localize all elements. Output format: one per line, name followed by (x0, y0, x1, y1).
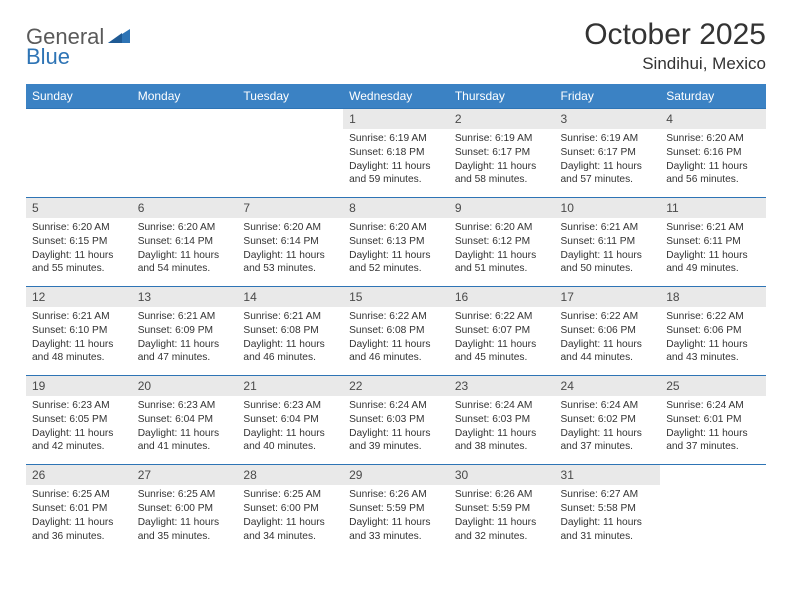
day-number-cell: 3 (555, 109, 661, 130)
day-number-cell: 17 (555, 287, 661, 308)
logo-text-2: Blue (26, 44, 70, 69)
day-number-cell: 2 (449, 109, 555, 130)
logo-triangle-icon (108, 27, 130, 48)
day-number-cell: 8 (343, 198, 449, 219)
day-body-row: Sunrise: 6:23 AMSunset: 6:05 PMDaylight:… (26, 396, 766, 465)
day-body-cell: Sunrise: 6:21 AMSunset: 6:10 PMDaylight:… (26, 307, 132, 376)
day-body-cell: Sunrise: 6:20 AMSunset: 6:14 PMDaylight:… (237, 218, 343, 287)
day-body-row: Sunrise: 6:25 AMSunset: 6:01 PMDaylight:… (26, 485, 766, 553)
day-body-cell (660, 485, 766, 553)
day-body-cell: Sunrise: 6:21 AMSunset: 6:08 PMDaylight:… (237, 307, 343, 376)
day-number-cell: 5 (26, 198, 132, 219)
day-number-row: 567891011 (26, 198, 766, 219)
day-body-cell: Sunrise: 6:23 AMSunset: 6:04 PMDaylight:… (132, 396, 238, 465)
day-header-cell: Friday (555, 84, 661, 109)
day-number-cell: 21 (237, 376, 343, 397)
day-number-cell: 10 (555, 198, 661, 219)
day-header-cell: Monday (132, 84, 238, 109)
day-body-row: Sunrise: 6:21 AMSunset: 6:10 PMDaylight:… (26, 307, 766, 376)
header: General October 2025 Sindihui, Mexico (26, 18, 766, 74)
day-body-cell: Sunrise: 6:22 AMSunset: 6:08 PMDaylight:… (343, 307, 449, 376)
day-number-cell: 22 (343, 376, 449, 397)
day-body-cell: Sunrise: 6:24 AMSunset: 6:03 PMDaylight:… (343, 396, 449, 465)
day-number-cell: 6 (132, 198, 238, 219)
day-header-cell: Thursday (449, 84, 555, 109)
day-body-cell: Sunrise: 6:27 AMSunset: 5:58 PMDaylight:… (555, 485, 661, 553)
day-body-cell: Sunrise: 6:22 AMSunset: 6:06 PMDaylight:… (660, 307, 766, 376)
day-body-cell (132, 129, 238, 198)
day-body-cell: Sunrise: 6:21 AMSunset: 6:09 PMDaylight:… (132, 307, 238, 376)
day-number-cell: 27 (132, 465, 238, 486)
day-body-cell: Sunrise: 6:21 AMSunset: 6:11 PMDaylight:… (660, 218, 766, 287)
calendar-table: SundayMondayTuesdayWednesdayThursdayFrid… (26, 84, 766, 553)
day-number-cell (660, 465, 766, 486)
day-number-cell: 12 (26, 287, 132, 308)
day-body-cell: Sunrise: 6:23 AMSunset: 6:04 PMDaylight:… (237, 396, 343, 465)
day-body-cell: Sunrise: 6:25 AMSunset: 6:00 PMDaylight:… (237, 485, 343, 553)
day-number-cell: 7 (237, 198, 343, 219)
day-number-cell (26, 109, 132, 130)
day-number-cell: 11 (660, 198, 766, 219)
day-number-cell: 20 (132, 376, 238, 397)
day-number-cell: 24 (555, 376, 661, 397)
day-header-cell: Saturday (660, 84, 766, 109)
day-body-cell: Sunrise: 6:25 AMSunset: 6:01 PMDaylight:… (26, 485, 132, 553)
day-number-row: 19202122232425 (26, 376, 766, 397)
day-number-cell (132, 109, 238, 130)
day-number-cell: 15 (343, 287, 449, 308)
day-number-cell: 13 (132, 287, 238, 308)
day-number-cell: 1 (343, 109, 449, 130)
day-number-cell: 9 (449, 198, 555, 219)
day-body-cell: Sunrise: 6:19 AMSunset: 6:18 PMDaylight:… (343, 129, 449, 198)
day-body-cell: Sunrise: 6:20 AMSunset: 6:12 PMDaylight:… (449, 218, 555, 287)
day-number-cell: 31 (555, 465, 661, 486)
day-body-cell (237, 129, 343, 198)
day-body-row: Sunrise: 6:19 AMSunset: 6:18 PMDaylight:… (26, 129, 766, 198)
day-body-cell: Sunrise: 6:25 AMSunset: 6:00 PMDaylight:… (132, 485, 238, 553)
day-body-cell: Sunrise: 6:24 AMSunset: 6:03 PMDaylight:… (449, 396, 555, 465)
title-block: October 2025 Sindihui, Mexico (584, 18, 766, 74)
day-body-cell: Sunrise: 6:19 AMSunset: 6:17 PMDaylight:… (555, 129, 661, 198)
month-title: October 2025 (584, 18, 766, 52)
calendar-page: General October 2025 Sindihui, Mexico Bl… (0, 0, 792, 553)
day-body-cell: Sunrise: 6:19 AMSunset: 6:17 PMDaylight:… (449, 129, 555, 198)
day-body-cell: Sunrise: 6:20 AMSunset: 6:14 PMDaylight:… (132, 218, 238, 287)
day-number-cell: 4 (660, 109, 766, 130)
day-number-cell: 30 (449, 465, 555, 486)
day-body-cell: Sunrise: 6:20 AMSunset: 6:15 PMDaylight:… (26, 218, 132, 287)
day-body-cell: Sunrise: 6:22 AMSunset: 6:07 PMDaylight:… (449, 307, 555, 376)
day-body-row: Sunrise: 6:20 AMSunset: 6:15 PMDaylight:… (26, 218, 766, 287)
day-number-row: 262728293031 (26, 465, 766, 486)
day-number-cell: 14 (237, 287, 343, 308)
day-number-cell: 25 (660, 376, 766, 397)
day-body-cell: Sunrise: 6:22 AMSunset: 6:06 PMDaylight:… (555, 307, 661, 376)
day-number-cell: 18 (660, 287, 766, 308)
day-number-cell (237, 109, 343, 130)
day-body-cell (26, 129, 132, 198)
day-header-row: SundayMondayTuesdayWednesdayThursdayFrid… (26, 84, 766, 109)
day-body-cell: Sunrise: 6:21 AMSunset: 6:11 PMDaylight:… (555, 218, 661, 287)
day-number-cell: 23 (449, 376, 555, 397)
day-number-cell: 29 (343, 465, 449, 486)
day-body-cell: Sunrise: 6:23 AMSunset: 6:05 PMDaylight:… (26, 396, 132, 465)
day-number-cell: 26 (26, 465, 132, 486)
logo-blue-wrap: Blue (26, 44, 70, 70)
day-number-cell: 16 (449, 287, 555, 308)
day-body-cell: Sunrise: 6:26 AMSunset: 5:59 PMDaylight:… (343, 485, 449, 553)
day-body-cell: Sunrise: 6:26 AMSunset: 5:59 PMDaylight:… (449, 485, 555, 553)
day-body-cell: Sunrise: 6:24 AMSunset: 6:02 PMDaylight:… (555, 396, 661, 465)
day-body-cell: Sunrise: 6:20 AMSunset: 6:16 PMDaylight:… (660, 129, 766, 198)
location: Sindihui, Mexico (584, 54, 766, 74)
day-body-cell: Sunrise: 6:24 AMSunset: 6:01 PMDaylight:… (660, 396, 766, 465)
day-header-cell: Tuesday (237, 84, 343, 109)
day-body-cell: Sunrise: 6:20 AMSunset: 6:13 PMDaylight:… (343, 218, 449, 287)
day-number-cell: 28 (237, 465, 343, 486)
day-number-cell: 19 (26, 376, 132, 397)
day-header-cell: Wednesday (343, 84, 449, 109)
day-number-row: 12131415161718 (26, 287, 766, 308)
day-header-cell: Sunday (26, 84, 132, 109)
day-number-row: 1234 (26, 109, 766, 130)
